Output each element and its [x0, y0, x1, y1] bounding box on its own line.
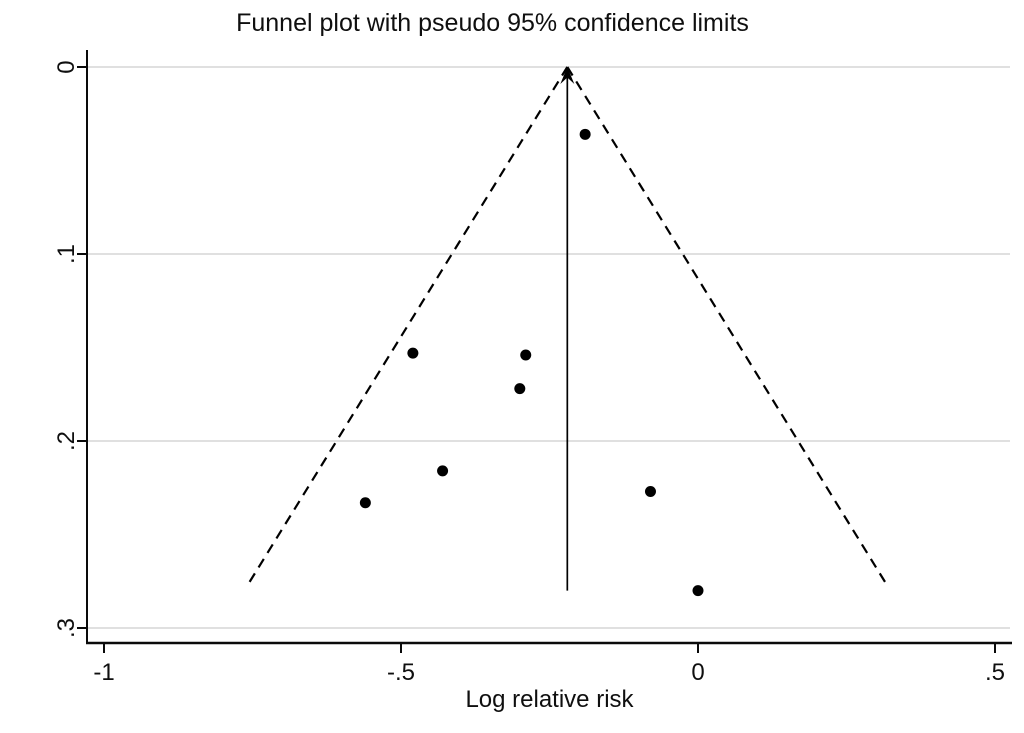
confidence-limit-line [566, 66, 890, 588]
x-tick-label: .5 [985, 659, 1005, 686]
y-tick-label: 0 [53, 60, 80, 73]
confidence-limit-line [245, 66, 569, 588]
arrowhead-up-icon [560, 67, 575, 84]
data-point [579, 128, 591, 140]
y-tick-label: .2 [53, 431, 80, 451]
x-tick-label: -1 [93, 659, 114, 686]
x-tick-label: 0 [691, 659, 704, 686]
x-tick-label: -.5 [387, 659, 415, 686]
y-tick-label: .3 [53, 618, 80, 638]
data-point [644, 485, 656, 497]
data-point [359, 497, 371, 509]
data-point [437, 465, 449, 477]
chart-title: Funnel plot with pseudo 95% confidence l… [236, 9, 749, 37]
data-point [520, 349, 532, 361]
data-point [692, 585, 704, 597]
data-point [407, 347, 419, 359]
y-tick-label: .1 [53, 244, 80, 264]
x-axis-label: Log relative risk [465, 686, 634, 713]
data-point [514, 383, 526, 395]
